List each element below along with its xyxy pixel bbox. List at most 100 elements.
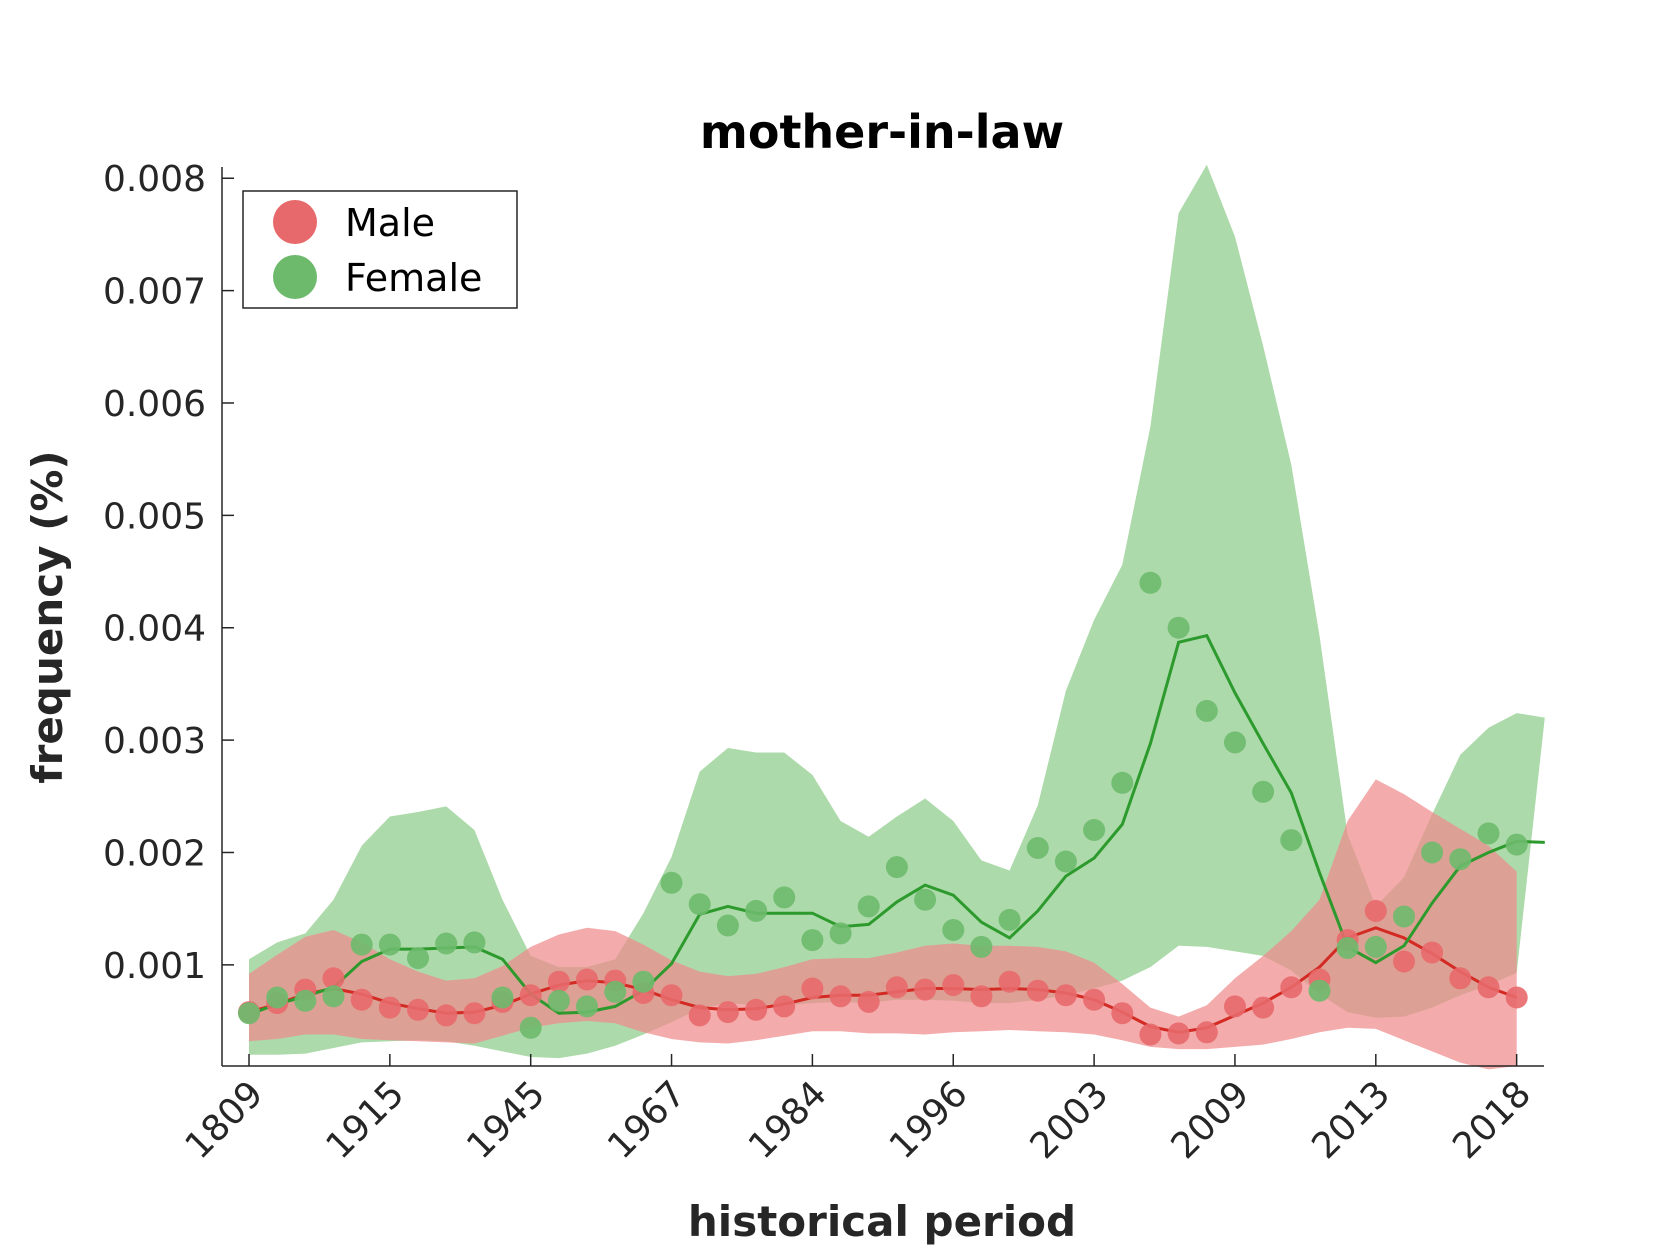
point-male: [435, 1004, 458, 1027]
point-female: [1224, 731, 1246, 754]
point-female: [1111, 771, 1134, 794]
point-male: [547, 970, 570, 993]
point-female: [970, 935, 993, 958]
point-male: [1364, 899, 1387, 922]
y-tick-label: 0.001: [103, 946, 206, 987]
x-tick-label: 1809: [178, 1073, 272, 1167]
point-male: [407, 998, 429, 1021]
point-female: [801, 929, 824, 952]
point-male: [576, 968, 598, 991]
point-male: [1505, 986, 1528, 1009]
point-male: [1083, 988, 1106, 1011]
point-female: [604, 980, 627, 1003]
point-female: [660, 871, 683, 894]
point-male: [1252, 996, 1275, 1019]
point-female: [1421, 841, 1444, 864]
point-male: [660, 984, 683, 1007]
point-male: [1139, 1023, 1162, 1046]
x-tick-label: 2003: [1023, 1073, 1117, 1167]
point-female: [238, 1002, 260, 1025]
chart-title: mother-in-law: [700, 105, 1064, 159]
point-female: [1393, 905, 1415, 928]
point-female: [407, 947, 429, 970]
x-axis: 1809 1915 1945 1967 1984 1996 2003 2009 2013 2018: [178, 1054, 1544, 1167]
point-male: [716, 1001, 739, 1024]
y-tick-label: 0.004: [103, 609, 206, 650]
y-tick-label: 0.002: [103, 833, 206, 874]
point-female: [1252, 780, 1275, 803]
point-female: [576, 995, 598, 1018]
y-tick-label: 0.008: [103, 159, 206, 200]
point-male: [350, 988, 373, 1011]
point-male: [1477, 976, 1500, 999]
x-tick-label: 2018: [1445, 1073, 1539, 1167]
point-female: [519, 1016, 542, 1039]
point-female: [435, 932, 458, 955]
point-female: [1026, 837, 1049, 859]
trend-line-male: [248, 926, 1518, 1034]
x-tick-label: 1996: [882, 1073, 976, 1167]
point-male: [1167, 1022, 1190, 1045]
point-male: [914, 978, 937, 1001]
point-male: [998, 970, 1021, 993]
point-female: [942, 919, 965, 941]
point-male: [1449, 967, 1472, 990]
point-female: [1195, 699, 1218, 722]
y-axis: 0.001 0.002 0.003 0.004 0.005 0.006 0.007 0.008: [103, 159, 234, 1066]
point-female: [350, 933, 373, 956]
point-female: [632, 970, 655, 993]
point-male: [1224, 995, 1246, 1018]
point-female: [378, 933, 401, 956]
point-male: [1393, 950, 1415, 973]
point-male: [1111, 1002, 1134, 1025]
point-female: [885, 856, 908, 879]
point-female: [463, 931, 486, 954]
point-male: [378, 996, 401, 1019]
y-axis-label: frequency (%): [23, 450, 72, 783]
point-male: [970, 985, 993, 1008]
y-tick-label: 0.007: [103, 272, 206, 313]
point-female: [266, 986, 289, 1009]
point-female: [1477, 822, 1500, 845]
point-female: [294, 989, 317, 1012]
point-male: [942, 974, 965, 997]
y-tick-label: 0.003: [103, 721, 206, 762]
point-male: [773, 995, 796, 1018]
point-male: [1195, 1021, 1218, 1044]
point-female: [1054, 850, 1077, 873]
point-female: [998, 908, 1021, 931]
point-male: [463, 1002, 486, 1025]
point-male: [322, 967, 345, 990]
point-male: [1054, 984, 1077, 1007]
x-tick-label: 2009: [1164, 1073, 1258, 1167]
x-axis-label: historical period: [688, 1197, 1076, 1246]
point-female: [745, 899, 768, 922]
point-female: [716, 914, 739, 937]
point-female: [491, 986, 514, 1009]
point-female: [1139, 571, 1162, 594]
point-female: [1167, 616, 1190, 639]
point-female: [773, 886, 796, 909]
x-tick-label: 2013: [1304, 1073, 1398, 1167]
point-female: [1505, 833, 1528, 856]
point-male: [1026, 979, 1049, 1002]
point-female: [914, 888, 937, 911]
point-female: [1364, 935, 1387, 958]
legend-marker-female: [273, 255, 317, 299]
x-tick-label: 1967: [600, 1073, 694, 1167]
x-tick-label: 1984: [741, 1073, 835, 1167]
point-female: [829, 922, 852, 945]
point-male: [829, 985, 852, 1008]
point-male: [688, 1004, 711, 1027]
band-female: [249, 164, 1545, 1059]
point-female: [1336, 937, 1359, 959]
point-male: [801, 977, 824, 1000]
legend-label-male: Male: [345, 201, 435, 245]
point-female: [1280, 829, 1303, 852]
point-female: [857, 895, 880, 918]
point-female: [1449, 848, 1472, 871]
point-female: [1083, 819, 1106, 841]
y-tick-label: 0.006: [103, 384, 206, 425]
point-male: [519, 984, 542, 1007]
